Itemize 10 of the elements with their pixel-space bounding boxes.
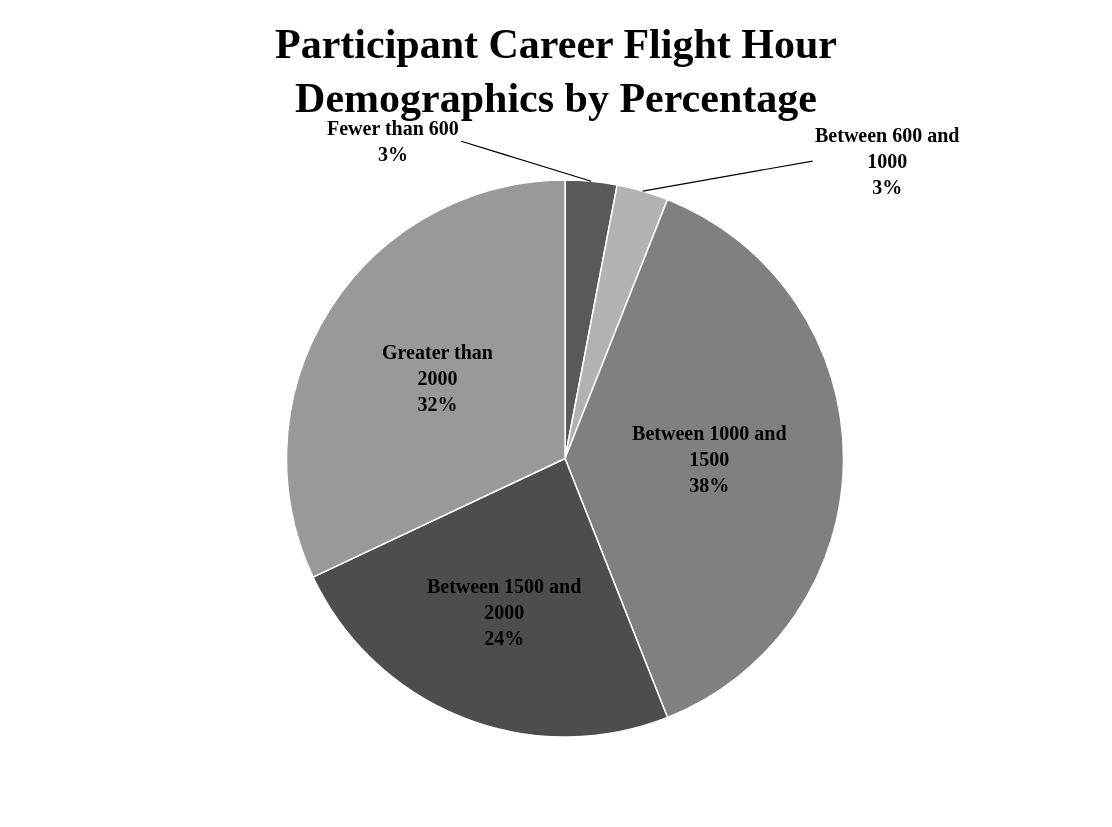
data-label: 38% bbox=[689, 473, 730, 496]
data-label: 32% bbox=[417, 392, 458, 415]
chart-title: Participant Career Flight Hour Demographics by Percentage bbox=[275, 20, 837, 122]
data-label: 3% bbox=[872, 176, 903, 198]
slice-label: Between 1000 and 1500 bbox=[632, 421, 787, 470]
data-label: 24% bbox=[484, 627, 525, 650]
slice-label: Between 1500 and 2000 bbox=[426, 575, 582, 624]
data-label: 3% bbox=[377, 143, 408, 165]
slice-label: Greater than 2000 bbox=[382, 340, 493, 389]
slice-label: Between 600 and 1000 bbox=[815, 124, 960, 172]
